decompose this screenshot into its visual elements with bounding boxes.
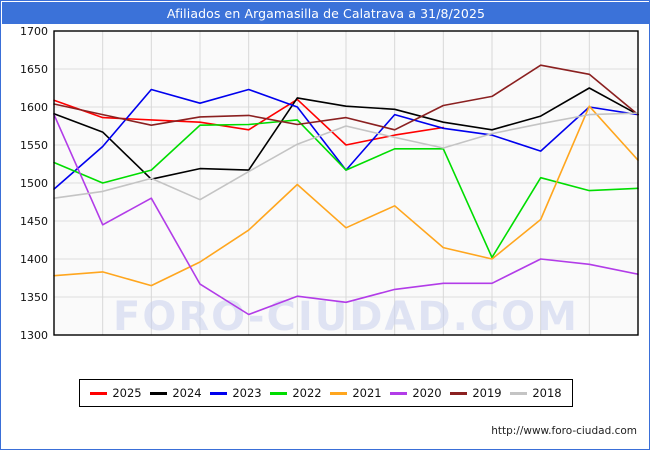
plot-axis-box: [53, 30, 639, 336]
series-line-2019: [53, 64, 639, 131]
legend-swatch-icon: [90, 391, 108, 395]
legend-swatch-icon: [330, 391, 348, 395]
y-axis-tick-label: 1550: [20, 139, 48, 152]
y-axis-tick-label: 1300: [20, 329, 48, 342]
legend-item-2022[interactable]: 2022: [270, 386, 322, 400]
series-line-2022: [53, 119, 639, 259]
legend-swatch-icon: [270, 391, 288, 395]
legend-label: 2020: [412, 386, 442, 400]
x-axis-tick-label: AGO: [407, 342, 432, 344]
x-axis-tick-label: JUL: [361, 342, 380, 344]
series-line-2021: [53, 105, 639, 287]
y-axis-tick-label: 1600: [20, 101, 48, 114]
legend-label: 2025: [112, 386, 142, 400]
x-axis-tick-label: MAY: [262, 342, 285, 344]
source-url: http://www.foro-ciudad.com: [491, 425, 637, 437]
legend-label: 2021: [352, 386, 382, 400]
x-axis-tick-label: NOV: [553, 342, 578, 344]
x-axis-tick-label: OCT: [505, 342, 528, 344]
y-axis-tick-label: 1400: [20, 253, 48, 266]
x-axis-tick-label: JUN: [311, 342, 332, 344]
legend-item-2023[interactable]: 2023: [210, 386, 262, 400]
legend-item-2021[interactable]: 2021: [330, 386, 382, 400]
x-axis-tick-label: ENE: [67, 342, 89, 344]
series-line-2018: [53, 112, 639, 201]
legend-item-2020[interactable]: 2020: [390, 386, 442, 400]
chart-plot-area: 1300 1350 1400 1450 1500 1550 1600 1650 1700 ENE F…: [1, 24, 650, 344]
legend-swatch-icon: [150, 391, 168, 395]
y-axis-tick-label: 1450: [20, 215, 48, 228]
legend-label: 2024: [172, 386, 202, 400]
legend-swatch-icon: [390, 391, 408, 395]
page-title: Afiliados en Argamasilla de Calatrava a …: [166, 5, 486, 21]
x-axis-tick-label: ABR: [213, 342, 236, 344]
legend-label: 2023: [232, 386, 262, 400]
legend-swatch-icon: [210, 391, 228, 395]
y-axis-tick-label: 1650: [20, 63, 48, 76]
series-line-2020: [53, 113, 639, 316]
y-axis-tick-label: 1700: [20, 25, 48, 38]
legend-item-2024[interactable]: 2024: [150, 386, 202, 400]
legend-label: 2022: [292, 386, 322, 400]
legend-swatch-icon: [450, 391, 468, 395]
legend-label: 2019: [472, 386, 502, 400]
legend-item-2018[interactable]: 2018: [510, 386, 562, 400]
x-axis-tick-label: FEB: [117, 342, 138, 344]
x-axis-tick-label: MAR: [163, 342, 188, 344]
y-axis-tick-label: 1500: [20, 177, 48, 190]
watermark-text: FORO-CIUDAD.COM: [113, 294, 579, 340]
legend-swatch-icon: [510, 391, 528, 395]
line-chart-svg: 1300 1350 1400 1450 1500 1550 1600 1650 1700 ENE F…: [20, 25, 639, 344]
x-axis-tick-label: SEP: [457, 342, 478, 344]
chart-legend: 2025 2024 2023 2022 2021 2020 2019 2018: [79, 379, 573, 407]
y-axis-tick-label: 1350: [20, 291, 48, 304]
legend-item-2025[interactable]: 2025: [90, 386, 142, 400]
legend-item-2019[interactable]: 2019: [450, 386, 502, 400]
window-title-bar: Afiliados en Argamasilla de Calatrava a …: [2, 2, 650, 24]
legend-label: 2018: [532, 386, 562, 400]
x-axis-tick-label: DIC: [604, 342, 624, 344]
